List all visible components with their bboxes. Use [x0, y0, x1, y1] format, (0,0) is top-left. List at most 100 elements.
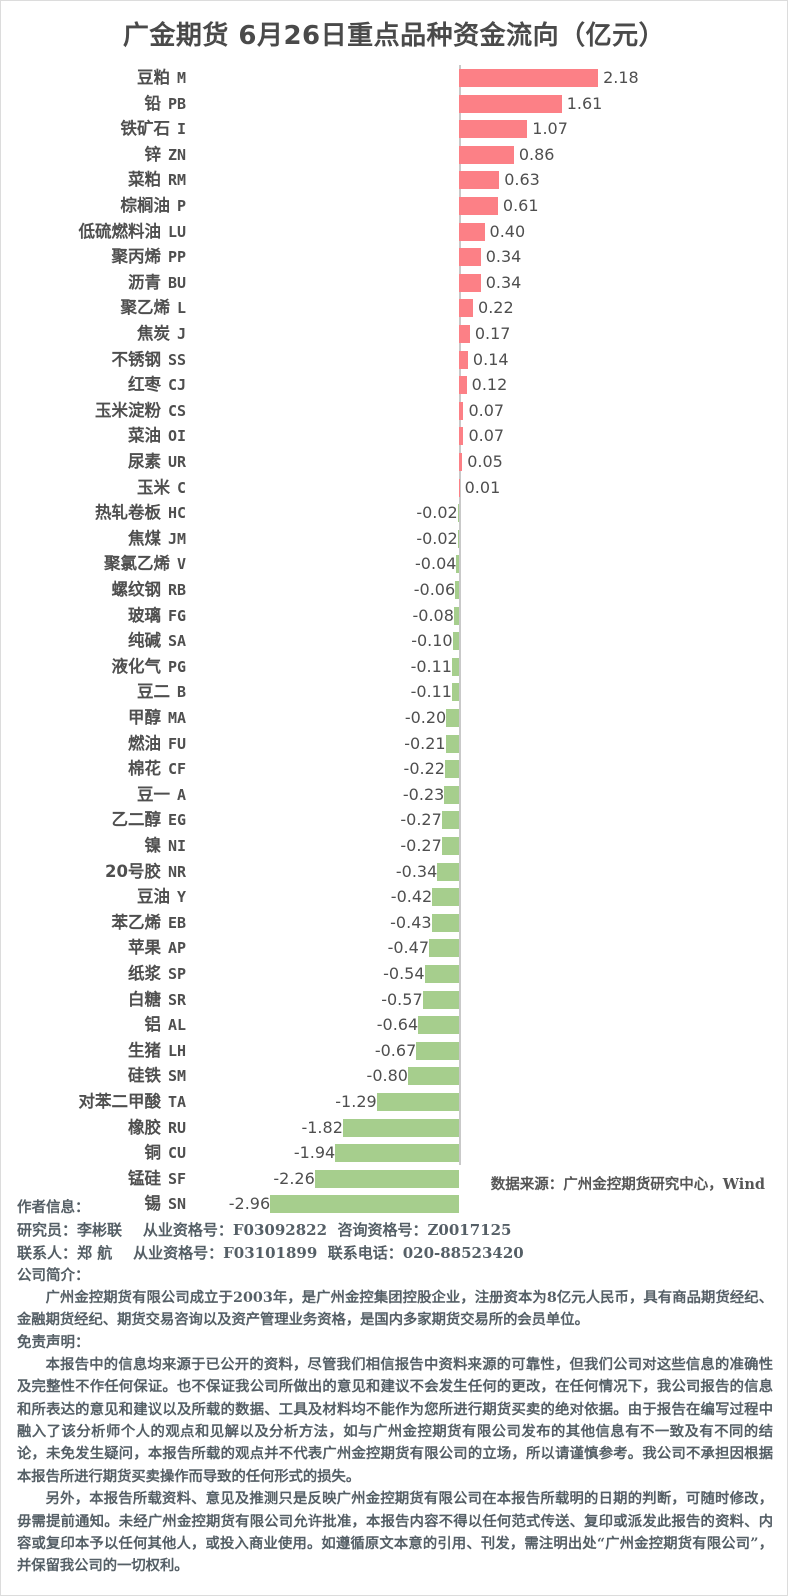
value-label: -0.10	[411, 631, 453, 651]
commodity-code: ZN	[167, 145, 186, 164]
bar-negative	[457, 529, 459, 548]
commodity-name: 不锈钢	[111, 349, 161, 369]
value-label: -1.29	[335, 1092, 377, 1111]
value-label: -0.54	[383, 964, 425, 983]
value-label: 0.12	[471, 375, 508, 395]
row-label: 焦煤 JM	[128, 526, 186, 552]
commodity-name: 聚丙烯	[111, 247, 161, 267]
value-label: -0.67	[374, 1040, 417, 1060]
value-label: -0.04	[415, 554, 457, 574]
table-row: 橡胶 RU -1.82	[1, 1115, 787, 1141]
value-label: -0.08	[412, 605, 454, 625]
commodity-name: 锌	[144, 144, 161, 164]
value-label: -0.21	[404, 733, 446, 753]
row-label: 聚乙烯 L	[120, 295, 186, 321]
commodity-code: HC	[167, 504, 186, 523]
value-label: 0.01	[464, 477, 501, 497]
table-row: 棕榈油 P 0.61	[1, 193, 787, 219]
value-label: -0.23	[402, 784, 445, 804]
row-label: 纸浆 SP	[128, 961, 186, 987]
value-label: 0.63	[504, 170, 540, 190]
table-row: 铜 CU -1.94	[1, 1140, 787, 1166]
table-row: 苹果 AP -0.47	[1, 935, 787, 961]
bar-positive	[459, 222, 485, 241]
value-label: -1.82	[301, 1117, 343, 1137]
commodity-name: 锰硅	[127, 1168, 161, 1188]
bar-positive	[459, 299, 474, 318]
commodity-code: TA	[167, 1093, 186, 1111]
table-row: 焦煤 JM -0.02	[1, 526, 787, 552]
bar-negative	[457, 504, 459, 523]
row-label: 不锈钢 SS	[111, 347, 186, 373]
commodity-code: FU	[167, 734, 186, 753]
value-label: -0.11	[410, 656, 452, 676]
row-label: 镍 NI	[144, 833, 186, 859]
bar-negative	[444, 760, 459, 779]
commodity-code: JM	[167, 529, 186, 548]
value-label: 0.34	[485, 247, 522, 267]
author-heading: 作者信息：	[17, 1199, 90, 1216]
value-label: -0.27	[400, 836, 442, 855]
row-label: 白糖 SR	[128, 987, 186, 1013]
commodity-name: 红枣	[127, 375, 161, 395]
table-row: 聚丙烯 PP 0.34	[1, 244, 787, 270]
bar-negative	[451, 657, 459, 676]
commodity-name: 20号胶	[104, 861, 161, 881]
table-row: 硅铁 SM -0.80	[1, 1063, 787, 1089]
row-label: 锌 ZN	[144, 142, 186, 168]
bar-positive	[459, 350, 468, 369]
commodity-name: 苯乙烯	[111, 912, 161, 932]
table-row: 豆二 B -0.11	[1, 679, 787, 705]
row-label: 硅铁 SM	[128, 1063, 186, 1089]
commodity-name: 苹果	[127, 938, 161, 958]
commodity-code: AP	[167, 939, 186, 958]
bar-positive	[459, 325, 470, 343]
bar-chart: 豆粕 M 2.18 铅 PB 1.61 铁矿石 I 1.07 锌 ZN 0.86 菜粕 RM 0.63 棕榈油…	[1, 65, 787, 1214]
commodity-code: BU	[167, 273, 186, 292]
table-row: 豆油 Y -0.42	[1, 884, 787, 910]
table-row: 菜油 OI 0.07	[1, 423, 787, 449]
commodity-code: SM	[167, 1067, 186, 1086]
commodity-name: 液化气	[111, 656, 161, 676]
bar-positive	[459, 171, 500, 190]
row-label: 尿素 UR	[128, 449, 186, 475]
footer-block: 作者信息： 研究员：李彬联 从业资格号：F03092822 咨询资格号：Z001…	[17, 1197, 773, 1578]
commodity-name: 沥青	[127, 272, 161, 292]
value-label: 0.22	[478, 298, 514, 318]
commodity-code: M	[176, 69, 186, 87]
row-label: 豆一 A	[137, 782, 186, 808]
bar-negative	[456, 555, 459, 574]
table-row: 白糖 SR -0.57	[1, 987, 787, 1013]
commodity-code: RB	[167, 581, 186, 599]
commodity-name: 硅铁	[127, 1066, 161, 1086]
bar-negative	[429, 939, 459, 958]
table-row: 玻璃 FG -0.08	[1, 603, 787, 629]
bar-positive	[459, 401, 464, 420]
commodity-code: SP	[167, 965, 186, 983]
commodity-name: 焦炭	[136, 324, 170, 343]
row-label: 热轧卷板 HC	[95, 500, 186, 526]
table-row: 焦炭 J 0.17	[1, 321, 787, 347]
table-row: 液化气 PG -0.11	[1, 654, 787, 680]
value-label: -0.20	[404, 708, 447, 727]
value-label: 0.34	[485, 272, 522, 292]
bar-negative	[452, 632, 459, 651]
commodity-code: NI	[167, 837, 186, 855]
value-label: -2.96	[228, 1194, 271, 1214]
disclaimer-paragraph-2: 另外，本报告所载资料、意见及推测只是反映广州金控期货有限公司在本报告所载明的日期…	[17, 1491, 773, 1575]
row-label: 生猪 LH	[128, 1038, 186, 1064]
value-label: 1.61	[566, 93, 603, 113]
table-row: 热轧卷板 HC -0.02	[1, 500, 787, 526]
bar-negative	[444, 785, 459, 804]
table-row: 燃油 FU -0.21	[1, 731, 787, 757]
table-row: 菜粕 RM 0.63	[1, 167, 787, 193]
bar-positive	[459, 197, 498, 215]
commodity-code: EB	[167, 913, 186, 932]
commodity-code: PB	[167, 94, 186, 113]
commodity-name: 生猪	[127, 1040, 161, 1060]
bar-negative	[407, 1067, 459, 1086]
bar-negative	[342, 1118, 459, 1137]
commodity-name: 豆一	[136, 784, 170, 804]
table-row: 20号胶 NR -0.34	[1, 859, 787, 885]
